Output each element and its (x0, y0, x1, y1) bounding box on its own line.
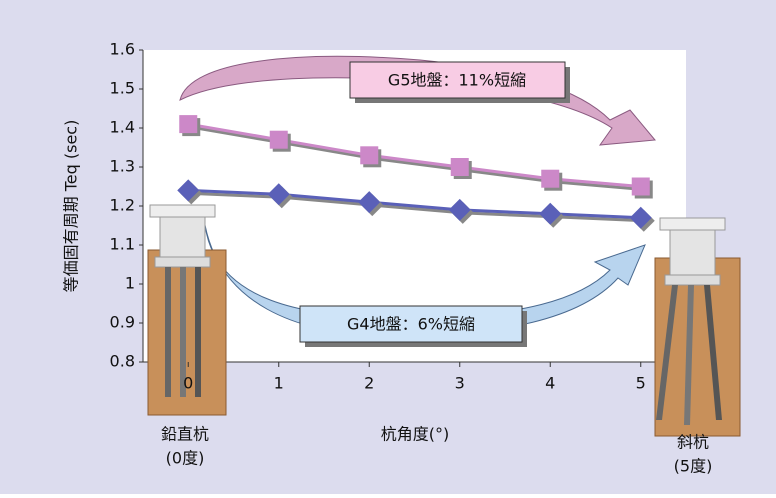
line-shadow (190, 125, 644, 191)
marker (631, 177, 650, 196)
marker (541, 169, 560, 188)
marker (448, 198, 471, 221)
series-line (187, 122, 641, 188)
pile-label: (0度) (166, 449, 205, 468)
marker (267, 183, 290, 206)
y-tick-label: 1.6 (110, 40, 135, 59)
pile-inclined (654, 217, 741, 437)
annotation-box (299, 305, 523, 343)
marker (269, 130, 288, 149)
y-tick-label: 1 (125, 274, 135, 293)
marker (629, 206, 652, 229)
annotation: G5地盤：11%短縮 (388, 71, 526, 90)
y-tick-label: 1.4 (110, 118, 135, 137)
marker (539, 202, 562, 225)
line-shadow (191, 191, 644, 223)
x-tick-label: 3 (455, 374, 465, 393)
y-tick-label: 0.8 (110, 352, 135, 371)
marker (450, 158, 469, 176)
y-tick-label: 1.5 (110, 79, 135, 98)
x-tick-label: 4 (545, 374, 555, 393)
y-axis-title: 等価固有周期 Teq (sec) (62, 120, 81, 293)
marker (360, 146, 379, 165)
y-tick-label: 0.9 (110, 313, 135, 332)
x-tick-label: 5 (636, 374, 646, 393)
marker (179, 115, 198, 134)
y-tick-label: 1.2 (110, 196, 135, 215)
annotation-box (349, 61, 566, 99)
pile-label: (5度) (674, 457, 713, 476)
marker (177, 179, 200, 202)
annotation: G4地盤：6%短縮 (347, 315, 475, 334)
pile-label: 鉛直杭 (161, 425, 209, 444)
pile-vertical (147, 204, 227, 416)
y-tick-label: 1.1 (110, 235, 135, 254)
y-tick-label: 1.3 (110, 157, 135, 176)
x-tick-label: 0 (183, 374, 193, 393)
x-tick-label: 2 (364, 374, 374, 393)
series-line (188, 188, 641, 220)
x-axis-title: 杭角度(°) (381, 425, 450, 444)
x-tick-label: 1 (274, 374, 284, 393)
pile-label: 斜杭 (677, 433, 709, 452)
marker (358, 191, 381, 214)
